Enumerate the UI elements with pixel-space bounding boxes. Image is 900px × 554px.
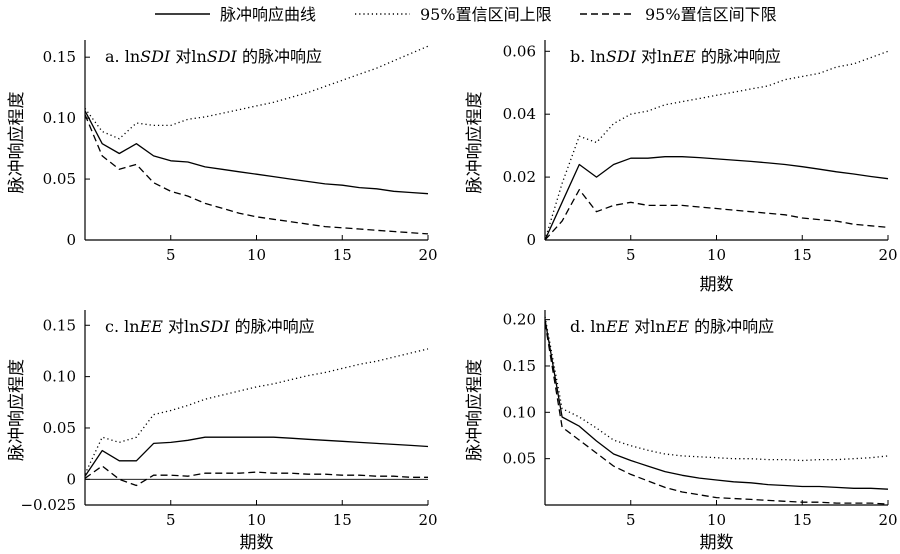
- series-line-dotted: [544, 316, 889, 462]
- panel-title-part: 的脉冲响应: [689, 317, 774, 336]
- panel-title-part: d. ln: [570, 317, 606, 336]
- x-tick-label: 20: [418, 246, 437, 264]
- y-tick-label: 0.10: [43, 109, 76, 127]
- y-tick-label: 0.15: [43, 48, 76, 66]
- y-tick-label: 0.10: [43, 368, 76, 386]
- y-tick-label: 0.10: [503, 403, 536, 421]
- panel-title-part: EE: [139, 317, 164, 336]
- panel-title-part: SDI: [207, 47, 238, 66]
- y-tick-label: 0.15: [503, 357, 536, 375]
- x-tick-label: 10: [247, 511, 266, 529]
- y-axis-title: 脉冲响应程度: [7, 359, 27, 461]
- panel-title-part: EE: [665, 317, 690, 336]
- y-tick-label: 0.05: [503, 450, 536, 468]
- x-tick-label: 20: [878, 246, 897, 264]
- chart-panel-3: 5 10 15 20 −0.025 0 0.05 0.10 0.15 c. lnEE 对lnSDI…: [7, 310, 438, 553]
- y-tick-label: 0: [526, 231, 536, 249]
- legend-label-dotted: 95%置信区间上限: [420, 5, 552, 24]
- panel-title: d. lnEE 对lnEE 的脉冲响应: [570, 317, 774, 336]
- y-tick-label: 0.15: [43, 316, 76, 334]
- y-axis-title: 脉冲响应程度: [465, 92, 485, 194]
- panel-title-part: a. ln: [105, 47, 140, 66]
- x-tick-label: 15: [793, 511, 812, 529]
- x-tick-label: 5: [626, 246, 636, 264]
- series-line-dashed: [544, 189, 889, 241]
- x-axis-title: 期数: [700, 275, 734, 295]
- y-tick-label: 0.02: [503, 168, 536, 186]
- series-line-dashed: [84, 114, 429, 235]
- x-tick-label: 15: [333, 246, 352, 264]
- y-tick-label: 0.20: [503, 311, 536, 329]
- series-line-dotted: [84, 45, 429, 140]
- chart-panel-2: 5 10 15 20 0 0.02 0.04 0.06 b. lnSDI 对lnEE 的脉冲响应…: [465, 40, 898, 295]
- legend-label-dashed: 95%置信区间下限: [645, 5, 777, 24]
- figure-legend: 脉冲响应曲线 95%置信区间上限 95%置信区间下限: [155, 5, 777, 24]
- x-tick-label: 10: [707, 246, 726, 264]
- y-tick-label: −0.025: [20, 496, 76, 514]
- series-line-solid: [84, 436, 429, 477]
- legend-label-solid: 脉冲响应曲线: [220, 5, 316, 24]
- x-axis-title: 期数: [700, 533, 734, 553]
- x-tick-label: 5: [166, 511, 176, 529]
- panel-title: b. lnSDI 对lnEE 的脉冲响应: [570, 47, 781, 66]
- panel-title-part: 的脉冲响应: [237, 47, 322, 66]
- y-tick-label: 0.05: [43, 419, 76, 437]
- x-tick-label: 15: [333, 511, 352, 529]
- panel-title-part: 的脉冲响应: [696, 47, 781, 66]
- y-tick-label: 0: [66, 470, 76, 488]
- y-tick-label: 0: [66, 231, 76, 249]
- series-line-dotted: [544, 50, 889, 241]
- panel-title-part: 的脉冲响应: [230, 317, 315, 336]
- chart-panel-4: 5 10 15 200.050.100.150.20 d. lnEE 对lnEE 的脉冲…: [465, 310, 898, 553]
- x-tick-label: 5: [166, 246, 176, 264]
- x-tick-label: 15: [793, 246, 812, 264]
- y-axis-title: 脉冲响应程度: [465, 359, 485, 461]
- panel-title-part: SDI: [606, 47, 637, 66]
- y-tick-label: 0.06: [503, 42, 536, 60]
- y-tick-label: 0.04: [503, 105, 536, 123]
- panel-title-part: c. ln: [105, 317, 140, 336]
- x-tick-label: 20: [878, 511, 897, 529]
- x-tick-label: 10: [247, 246, 266, 264]
- panel-title-part: 对ln: [629, 317, 666, 336]
- panel-title-part: SDI: [140, 47, 171, 66]
- y-axis-title: 脉冲响应程度: [7, 92, 27, 194]
- series-line-solid: [544, 319, 889, 490]
- series-line-dashed: [84, 465, 428, 487]
- panel-title-part: 对ln: [163, 317, 200, 336]
- panel-title-part: b. ln: [570, 47, 606, 66]
- series-line-dashed: [544, 322, 889, 505]
- x-tick-label: 10: [707, 511, 726, 529]
- panel-title-part: EE: [605, 317, 630, 336]
- panel-title: a. lnSDI 对lnSDI 的脉冲响应: [105, 47, 322, 66]
- panel-title-part: SDI: [199, 317, 230, 336]
- series-line-dotted: [84, 348, 429, 475]
- series-line-solid: [544, 156, 889, 241]
- panel-title: c. lnEE 对lnSDI 的脉冲响应: [105, 317, 315, 336]
- panel-title-part: 对ln: [170, 47, 207, 66]
- x-tick-label: 5: [626, 511, 636, 529]
- panel-title-part: 对ln: [636, 47, 673, 66]
- x-axis-title: 期数: [240, 533, 274, 553]
- y-tick-label: 0.05: [43, 170, 76, 188]
- panel-title-part: EE: [671, 47, 696, 66]
- x-tick-label: 20: [418, 511, 437, 529]
- series-line-solid: [84, 110, 429, 195]
